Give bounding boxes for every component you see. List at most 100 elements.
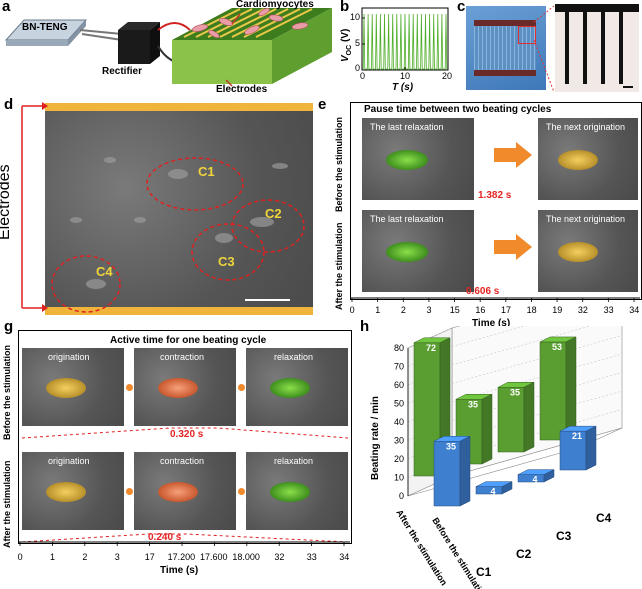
axis-tick-label: 15	[449, 305, 460, 315]
axis-tick-label: 34	[629, 305, 640, 315]
device-photo	[466, 6, 546, 90]
h-ytick-label: 50	[394, 399, 404, 409]
e-before-last-relax-label: The last relaxation	[370, 122, 444, 132]
axis-tick-label: 17	[501, 305, 512, 315]
cell-label-c4: C4	[96, 264, 113, 279]
voc-trace	[362, 13, 448, 70]
yellow-cell	[558, 242, 598, 262]
axis-tick-label: 2	[400, 305, 406, 315]
h-gridline	[451, 335, 623, 384]
b-xtick: 10	[400, 71, 411, 81]
cell-label-c1: C1	[198, 164, 215, 179]
electrode-bar-bottom	[45, 307, 313, 315]
electrode-strip-top	[474, 20, 536, 26]
b-xtick: 0	[360, 71, 366, 81]
e-after-time: 0.606 s	[466, 286, 500, 297]
h-bar-value: 53	[552, 342, 562, 352]
b-ytick: 5	[355, 38, 361, 48]
panel-label-d: d	[4, 96, 14, 113]
h-ytick-label: 70	[394, 362, 404, 372]
b-ylabel-sub: OC	[346, 44, 353, 56]
b-ylabel-unit: (V)	[340, 28, 351, 45]
h-bar	[517, 474, 545, 483]
g-stage-label: contraction	[160, 456, 205, 466]
zoom-box	[518, 26, 536, 44]
e-before-last-relax: The last relaxation	[362, 118, 474, 200]
panel-label-h: h	[360, 318, 370, 335]
h-bar-value: 4	[532, 475, 537, 485]
h-gridline	[451, 326, 526, 347]
h-bar-value: 72	[426, 343, 436, 353]
axis-tick-label: 19	[552, 305, 563, 315]
h-bar-side	[585, 425, 597, 471]
g-before-relaxation: relaxation	[246, 348, 348, 426]
axis-tick-label: 32	[274, 552, 285, 562]
h-bar-value: 35	[446, 441, 456, 451]
e-after-last-relax: The last relaxation	[362, 210, 474, 292]
cell-label-c3: C3	[218, 254, 235, 269]
h-bar-value: 21	[572, 431, 582, 441]
panel-label-e: e	[318, 96, 327, 113]
electrodes-vertical-label: Electrodes	[0, 164, 13, 240]
electrode-micrograph	[555, 4, 639, 92]
h-ytick-label: 30	[394, 436, 404, 446]
g-xlabel: Time (s)	[160, 565, 199, 576]
green-cell	[386, 150, 428, 170]
g-stage-label: origination	[48, 456, 90, 466]
e-row-after: After the stimulation	[334, 222, 344, 310]
b-xtick: 20	[442, 71, 453, 81]
e-arrow-after-head	[516, 234, 532, 260]
h-bar-side	[501, 481, 513, 495]
axis-tick-label: 0	[17, 552, 23, 562]
g-row-after: After the stimulation	[2, 460, 12, 548]
e-axis	[350, 297, 640, 302]
e-before-next-orig: The next origination	[538, 118, 638, 200]
panel-e-title: Pause time between two beating cycles	[364, 104, 552, 115]
panel-label-a: a	[2, 0, 11, 15]
g-after-contraction: contraction	[134, 452, 236, 530]
h-category-label: C3	[556, 529, 572, 543]
e-arrow-after	[494, 240, 516, 254]
g-before-time: 0.320 s	[170, 429, 204, 440]
axis-tick-label: 18	[526, 305, 537, 315]
g-after-origination: origination	[22, 452, 124, 530]
b-xlabel: T (s)	[392, 82, 414, 93]
yellow-cell	[558, 150, 598, 170]
electrode-bar-top	[45, 103, 313, 111]
e-xlabel: Time (s)	[472, 318, 511, 329]
b-ytick: 0	[355, 63, 361, 73]
g-stage-label: origination	[48, 352, 90, 362]
g-after-time: 0.240 s	[148, 532, 182, 543]
green-cell	[386, 242, 428, 262]
axis-tick-label: 1	[375, 305, 381, 315]
panel-g-frame	[18, 330, 352, 544]
h-bar-side	[459, 435, 471, 507]
cardiomyocytes-label: Cardiomyocytes	[236, 0, 314, 10]
g-before-origination: origination	[22, 348, 124, 426]
axis-tick-label: 32	[577, 305, 588, 315]
h-ytick-label: 60	[394, 380, 404, 390]
panel-label-g: g	[4, 318, 14, 335]
panel-d-overlay	[21, 102, 305, 313]
electrode-strip-bottom	[474, 70, 536, 76]
g-dashed-guides	[21, 427, 349, 543]
g-row-before: Before the stimulation	[2, 344, 12, 440]
h-bar	[475, 486, 503, 495]
g-dot	[238, 488, 245, 495]
h-gridline	[451, 326, 592, 366]
axis-tick-label: 3	[426, 305, 432, 315]
axis-tick-label: 17	[144, 552, 155, 562]
g-stage-label: relaxation	[274, 352, 314, 362]
b-ytick: 10	[350, 12, 361, 22]
h-bar-value: 35	[510, 387, 520, 397]
electrodes-label: Electrodes	[216, 84, 268, 95]
b-ylabel: VOC (V)	[340, 29, 353, 62]
e-before-next-orig-label: The next origination	[546, 122, 626, 132]
h-ytick-label: 80	[394, 343, 404, 353]
cell-label-c2: C2	[265, 206, 282, 221]
scale-bar	[623, 86, 633, 88]
h-category-label: C4	[596, 511, 612, 525]
h-bar-value: 35	[468, 399, 478, 409]
h-ytick-label: 20	[394, 454, 404, 464]
